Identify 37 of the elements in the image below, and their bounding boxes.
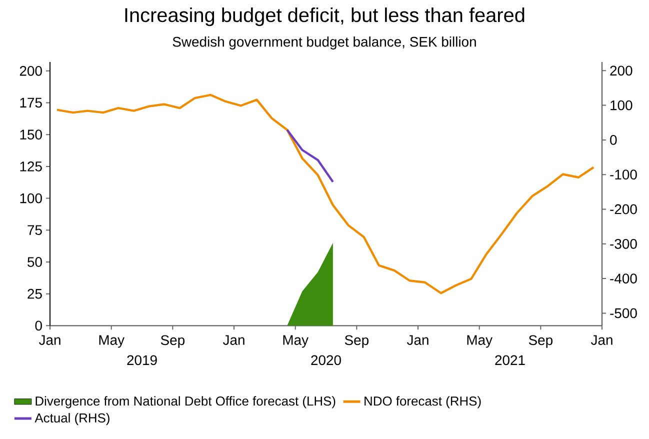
- x-tick-label: Sep: [528, 335, 552, 348]
- x-tick-label: Jan: [590, 335, 612, 345]
- y2-tick-label: 0: [610, 135, 617, 145]
- chart-subtitle: Swedish government budget balance, SEK billion: [172, 36, 476, 50]
- y2-tick-label: -500: [610, 308, 637, 318]
- legend-label: Actual (RHS): [34, 413, 110, 426]
- text: 2019: [127, 355, 157, 366]
- y-tick-label: 175: [20, 98, 42, 108]
- y2-tick-label: 100: [610, 100, 632, 110]
- x-tick-label: Sep: [160, 335, 184, 348]
- x-tick-label: Sep: [344, 335, 368, 348]
- line-series: [286, 128, 334, 183]
- y-tick-label: 0: [35, 320, 42, 331]
- x-tick-label: Jan: [222, 335, 244, 345]
- y2-tick-label: -300: [610, 238, 637, 249]
- y2-tick-label: 200: [610, 66, 632, 76]
- legend-label: Divergence from National Debt Office forecast (LHS): [36, 396, 336, 408]
- y-tick-label: 200: [20, 66, 42, 76]
- x-tick-label: Jan: [406, 335, 428, 345]
- y-tick-label: 50: [28, 257, 42, 267]
- y-tick-label: 125: [20, 162, 42, 172]
- y-tick-label: 25: [28, 288, 42, 299]
- y2-tick-label: -100: [610, 170, 637, 180]
- y-tick-label: 150: [20, 130, 42, 140]
- chart-title: Increasing budget deficit, but less than feared: [125, 8, 524, 26]
- y-tick-label: 100: [20, 193, 42, 204]
- y2-tick-label: -400: [610, 274, 637, 284]
- x-tick-label: May: [99, 335, 124, 348]
- y-tick-label: 75: [28, 225, 42, 236]
- text: 2021: [495, 355, 525, 366]
- x-tick-label: May: [467, 335, 492, 348]
- x-tick-label: May: [283, 335, 308, 348]
- line-series: [56, 94, 595, 294]
- text: 2020: [311, 355, 341, 366]
- x-tick-label: Jan: [38, 335, 60, 345]
- y2-tick-label: -200: [610, 204, 637, 214]
- legend-label: NDO forecast (RHS): [364, 396, 481, 408]
